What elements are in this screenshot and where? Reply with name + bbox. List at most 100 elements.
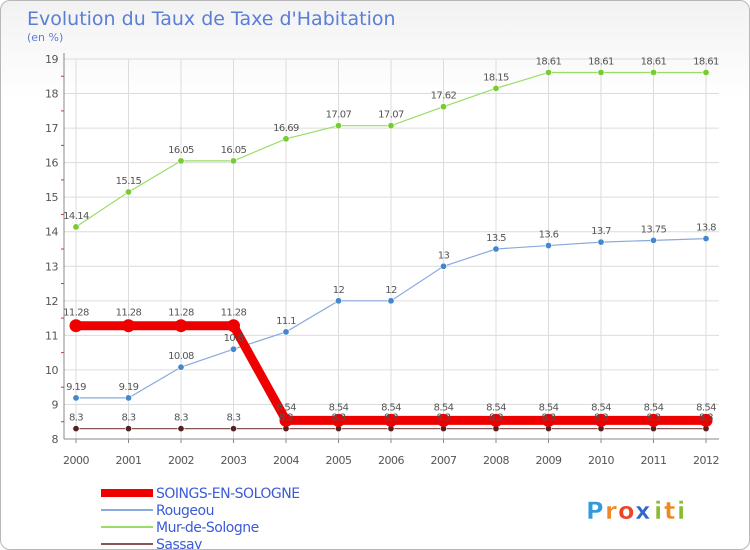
x-tick-label: 2009: [536, 454, 562, 467]
data-label: 18.61: [641, 56, 667, 67]
x-tick-label: 2005: [326, 454, 352, 467]
logo-letter: x: [635, 497, 651, 525]
data-label: 8.3: [69, 413, 83, 424]
data-label: 14.14: [63, 211, 89, 222]
data-point: [387, 297, 395, 305]
y-tick-label: 17: [45, 122, 58, 135]
y-tick-label: 8: [52, 433, 59, 446]
data-label: 8.3: [226, 413, 240, 424]
legend-label: Mur-de-Sologne: [156, 520, 259, 536]
data-point: [439, 103, 447, 111]
data-label: 8.3: [541, 413, 555, 424]
data-point: [387, 122, 395, 130]
y-tick-label: 13: [45, 260, 58, 273]
data-label: 12: [333, 285, 345, 296]
data-label: 17.07: [326, 110, 352, 121]
y-tick-label: 14: [45, 226, 58, 239]
data-point: [279, 413, 293, 427]
x-tick-label: 2006: [378, 454, 404, 467]
logo-letter: t: [664, 497, 675, 525]
logo-letter: i: [677, 497, 685, 525]
data-label: 12: [385, 285, 397, 296]
data-label: 18.15: [483, 72, 509, 83]
data-label: 13.5: [486, 233, 506, 244]
data-label: 11.28: [116, 308, 142, 319]
data-label: 18.61: [588, 56, 614, 67]
data-label: 13: [438, 250, 450, 261]
data-label: 8.54: [696, 402, 716, 413]
data-label: 18.61: [693, 56, 719, 67]
data-point: [702, 235, 710, 243]
data-point: [177, 363, 185, 371]
y-tick-label: 18: [45, 88, 58, 101]
x-tick-label: 2000: [63, 454, 89, 467]
data-label: 13.6: [539, 230, 559, 241]
data-label: 8.3: [279, 413, 293, 424]
legend-label: Rougeou: [156, 503, 214, 519]
data-label: 8.54: [329, 402, 349, 413]
data-label: 8.3: [436, 413, 450, 424]
data-label: 8.3: [594, 413, 608, 424]
data-point: [439, 262, 447, 270]
y-tick-label: 12: [45, 295, 58, 308]
y-tick-label: 19: [45, 53, 58, 66]
series-layer: [69, 68, 713, 433]
data-point: [230, 425, 238, 433]
data-point: [122, 319, 135, 333]
data-point: [384, 413, 398, 427]
data-label: 8.54: [276, 402, 296, 413]
logo-letter: i: [654, 497, 662, 525]
data-label: 11.28: [63, 308, 89, 319]
data-label: 13.8: [696, 223, 716, 234]
data-point: [177, 157, 185, 165]
y-tick-label: 10: [45, 364, 58, 377]
data-point: [334, 122, 342, 130]
legend-label: Sassay: [156, 537, 202, 549]
x-tick-label: 2010: [588, 454, 614, 467]
x-tick-label: 2007: [431, 454, 457, 467]
data-label: 8.3: [699, 413, 713, 424]
data-point: [230, 157, 238, 165]
data-label: 17.62: [431, 91, 457, 102]
data-point: [597, 68, 605, 76]
chart-subtitle: (en %): [27, 31, 63, 44]
data-point: [597, 238, 605, 246]
logo-letter: P: [586, 497, 604, 525]
data-label: 15.15: [116, 176, 142, 187]
data-point: [544, 242, 552, 250]
data-point: [69, 319, 83, 333]
y-tick-label: 11: [45, 329, 58, 342]
data-label: 8.54: [591, 402, 611, 413]
axes: 8 9 10 11 12 13 14 15 16 17 18 19 2000 2001 2002 2003 20…: [45, 53, 720, 467]
data-point: [647, 413, 660, 427]
data-point: [702, 68, 710, 76]
data-point: [72, 425, 80, 433]
data-label: 10.6: [224, 333, 244, 344]
data-point: [125, 425, 133, 433]
data-point: [282, 135, 290, 143]
x-tick-label: 2001: [116, 454, 142, 467]
data-label: 9.19: [66, 382, 86, 393]
data-label: 8.54: [381, 402, 401, 413]
legend-label: SOINGS-EN-SOLOGNE: [156, 486, 300, 502]
data-point: [177, 425, 185, 433]
data-label: 16.05: [168, 145, 194, 156]
data-label: 8.3: [646, 413, 660, 424]
x-tick-label: 2011: [641, 454, 667, 467]
logo-letter: o: [618, 497, 635, 525]
data-label: 8.54: [644, 402, 664, 413]
legend: SOINGS-EN-SOLOGNERougeouMur-de-SologneSa…: [101, 486, 300, 549]
data-label: 8.3: [384, 413, 398, 424]
y-tick-label: 16: [45, 157, 58, 170]
chart-title: Evolution du Taux de Taxe d'Habitation: [27, 8, 396, 30]
data-label: 8.54: [434, 402, 454, 413]
data-label: 9.19: [119, 382, 139, 393]
data-label: 8.54: [486, 402, 506, 413]
data-point: [332, 413, 345, 427]
data-point: [227, 319, 240, 333]
data-label: 11.28: [168, 308, 194, 319]
y-tick-label: 9: [52, 398, 59, 411]
data-labels: 14.14 15.15 16.05 16.05 16.69 17.07 17.07 17.62…: [63, 56, 719, 423]
data-label: 8.54: [539, 402, 559, 413]
data-point: [125, 394, 133, 402]
